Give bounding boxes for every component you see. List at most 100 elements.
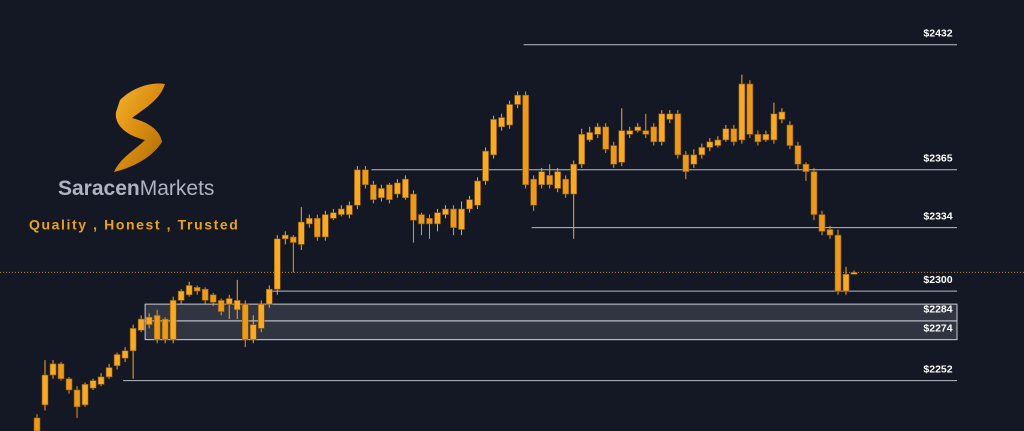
level-label: $2252 <box>923 363 952 375</box>
level-label: $2300 <box>923 274 952 286</box>
candle-body <box>810 171 818 215</box>
candle-body <box>217 300 225 312</box>
candle-body <box>185 285 193 296</box>
candle-body <box>33 417 41 431</box>
candle-body <box>41 374 49 406</box>
candle-body <box>273 238 281 290</box>
candle-body <box>249 324 257 340</box>
level-label: $2334 <box>923 210 952 222</box>
candle-body <box>794 145 802 165</box>
candle-body <box>161 318 169 340</box>
candle-body <box>306 217 313 225</box>
candle-body <box>562 178 569 195</box>
candle-body <box>322 214 329 238</box>
candle-body <box>826 229 834 236</box>
candle-body <box>97 376 105 385</box>
candle-body <box>169 300 177 340</box>
candle-body <box>690 154 698 165</box>
candle-body <box>834 234 842 292</box>
candle-body <box>770 113 778 141</box>
candle-body <box>89 380 97 389</box>
candle-body <box>265 288 273 305</box>
candle-body <box>850 272 858 275</box>
candle-body <box>129 328 137 352</box>
candle-body <box>450 208 457 228</box>
candle-body <box>554 171 561 189</box>
logo: SaracenMarkets Quality , Honest , Truste… <box>29 83 239 233</box>
candle-body <box>714 139 722 146</box>
candle-body <box>634 126 642 131</box>
zone <box>144 303 958 322</box>
candle-body <box>482 150 489 182</box>
candle-body <box>362 169 369 186</box>
candle-body <box>762 134 770 141</box>
candle-body <box>802 163 810 172</box>
candle-body <box>506 104 513 126</box>
candle-body <box>105 367 113 378</box>
candle-body <box>65 378 73 391</box>
candle-body <box>722 128 730 141</box>
candle-body <box>298 221 305 245</box>
candle-body <box>594 126 602 135</box>
candle-body <box>746 83 754 135</box>
level-label: $2365 <box>923 153 952 165</box>
candle-body <box>137 318 145 331</box>
candle-body <box>282 234 289 240</box>
candle-body <box>682 154 690 172</box>
candle-body <box>818 214 826 232</box>
candle-body <box>177 290 185 301</box>
candle-body <box>546 175 553 186</box>
candle-body <box>346 204 353 215</box>
candle-body <box>386 184 393 200</box>
level-label: $2274 <box>923 322 952 334</box>
candle-body <box>81 384 89 406</box>
candle-body <box>466 199 473 210</box>
candle-body <box>570 163 577 195</box>
candle-body <box>201 288 209 301</box>
candle-body <box>658 113 666 143</box>
candle-body <box>666 113 674 120</box>
candle-body <box>49 363 57 376</box>
candle-body <box>778 111 786 120</box>
candle-body <box>434 212 441 225</box>
candle-body <box>698 147 706 156</box>
candle-body <box>426 217 433 225</box>
candle-body <box>522 94 529 186</box>
candle-body <box>354 169 361 206</box>
tagline: Quality , Honest , Trusted <box>29 217 239 233</box>
logo-mark <box>114 83 165 172</box>
candle-body <box>370 184 377 200</box>
candle-body <box>402 178 409 199</box>
candle-body <box>233 300 241 311</box>
candle-body <box>338 208 345 215</box>
candle-body <box>378 188 385 199</box>
candle-body <box>121 350 129 359</box>
candle-body <box>578 134 585 165</box>
candle-body <box>610 145 618 165</box>
candle-body <box>113 354 121 366</box>
candle-body <box>586 132 593 141</box>
brand-name: SaracenMarkets <box>58 177 214 200</box>
candle-body <box>706 141 714 148</box>
candle-body <box>642 130 650 135</box>
candle-body <box>225 298 233 305</box>
brand-light: Markets <box>140 177 215 200</box>
candle-body <box>458 208 465 230</box>
candle-body <box>442 208 449 215</box>
candle-body <box>498 117 505 128</box>
level-label: $2284 <box>923 304 952 316</box>
candle-body <box>418 214 425 225</box>
candle-body <box>530 178 537 206</box>
candle-body <box>618 130 626 163</box>
candle-body <box>153 315 161 340</box>
candle-body <box>257 303 265 329</box>
candle-body <box>330 212 337 219</box>
candle-body <box>786 124 794 146</box>
candle-body <box>514 94 521 105</box>
candle-body <box>738 83 746 141</box>
candle-body <box>674 113 682 156</box>
level-label: $2432 <box>923 28 952 40</box>
candle-body <box>490 119 497 156</box>
